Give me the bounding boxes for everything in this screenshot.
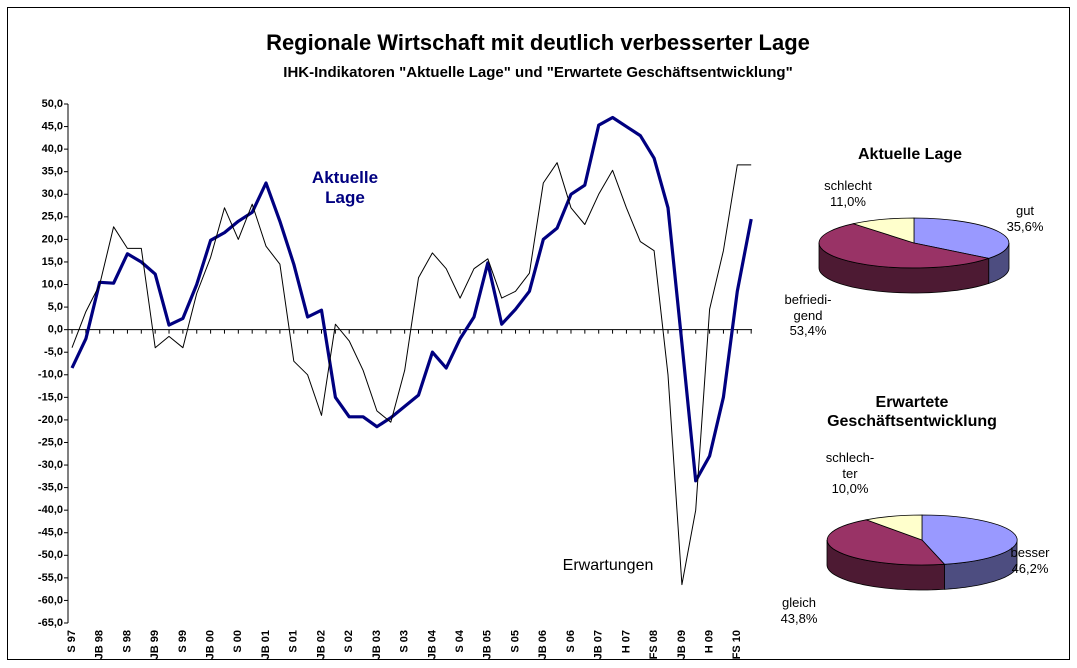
series-line bbox=[70, 115, 753, 483]
x-tick-label: S 99 bbox=[177, 630, 189, 653]
y-tick-label: -10,0 bbox=[38, 369, 63, 381]
y-tick-label: -50,0 bbox=[38, 549, 63, 561]
series-line bbox=[71, 162, 752, 586]
y-tick-label: 25,0 bbox=[42, 211, 63, 223]
x-tick-label: JB 98 bbox=[94, 630, 106, 659]
slice-label: gleich bbox=[782, 595, 816, 610]
slice-label: schlecht bbox=[824, 178, 872, 193]
pie-slice bbox=[913, 217, 1010, 259]
y-tick-label: 10,0 bbox=[42, 278, 63, 290]
y-tick-label: -65,0 bbox=[38, 617, 63, 629]
x-tick-label: JB 06 bbox=[537, 630, 549, 659]
y-tick-label: 50,0 bbox=[42, 98, 63, 110]
y-tick-label: 0,0 bbox=[48, 324, 63, 336]
chart-subtitle: IHK-Indikatoren "Aktuelle Lage" und "Erw… bbox=[283, 64, 792, 81]
x-tick-label: JB 02 bbox=[315, 630, 327, 659]
x-tick-label: S 98 bbox=[121, 630, 133, 653]
x-tick-label: FS 08 bbox=[648, 630, 660, 659]
slice-label: befriedi- gend bbox=[784, 292, 832, 323]
series-label: Aktuelle Lage bbox=[311, 168, 379, 208]
x-tick-label: JB 05 bbox=[482, 630, 494, 659]
y-tick-label: 40,0 bbox=[42, 143, 63, 155]
x-tick-label: JB 07 bbox=[593, 630, 605, 659]
pie-slice bbox=[851, 217, 915, 244]
y-tick-label: -30,0 bbox=[38, 459, 63, 471]
y-tick-label: 15,0 bbox=[42, 256, 63, 268]
slice-value-label: 46,2% bbox=[1011, 560, 1049, 576]
y-tick-label: 20,0 bbox=[42, 233, 63, 245]
pie-slice bbox=[921, 514, 1018, 565]
x-tick-label: JB 04 bbox=[426, 629, 438, 659]
y-tick-label: -35,0 bbox=[38, 482, 63, 494]
y-tick-label: -5,0 bbox=[44, 346, 63, 358]
slice-value-label: 10,0% bbox=[831, 481, 869, 497]
y-tick-label: -60,0 bbox=[38, 594, 63, 606]
x-tick-label: H 09 bbox=[703, 630, 715, 653]
pie-slice bbox=[818, 223, 991, 269]
y-tick-label: -55,0 bbox=[38, 572, 63, 584]
x-tick-label: JB 09 bbox=[676, 630, 688, 659]
pie-slice bbox=[864, 514, 923, 541]
x-tick-label: S 02 bbox=[343, 630, 355, 653]
x-tick-label: S 01 bbox=[288, 630, 300, 653]
slice-value-label: 53,4% bbox=[789, 323, 827, 339]
slice-label: schlech- ter bbox=[825, 450, 875, 481]
x-tick-label: S 03 bbox=[399, 630, 411, 653]
x-tick-label: S 04 bbox=[454, 629, 466, 653]
x-tick-label: S 97 bbox=[66, 630, 78, 653]
x-tick-label: JB 99 bbox=[149, 630, 161, 659]
y-tick-label: -20,0 bbox=[38, 414, 63, 426]
x-tick-label: S 05 bbox=[509, 630, 521, 653]
slice-value-label: 35,6% bbox=[1006, 218, 1044, 234]
y-tick-label: 30,0 bbox=[42, 188, 63, 200]
x-tick-label: S 06 bbox=[565, 630, 577, 653]
y-tick-label: -45,0 bbox=[38, 527, 63, 539]
y-tick-label: -40,0 bbox=[38, 504, 63, 516]
y-tick-label: -15,0 bbox=[38, 391, 63, 403]
x-tick-label: H 07 bbox=[620, 630, 632, 653]
chart-title: Regionale Wirtschaft mit deutlich verbes… bbox=[266, 30, 810, 55]
series-label: Erwartungen bbox=[562, 557, 654, 574]
pie-title: Erwartete Geschäftsentwicklung bbox=[827, 394, 997, 431]
x-tick-label: JB 00 bbox=[205, 630, 217, 659]
x-tick-label: S 00 bbox=[232, 630, 244, 653]
slice-value-label: 11,0% bbox=[830, 193, 866, 209]
y-tick-label: 45,0 bbox=[42, 120, 63, 132]
x-tick-label: JB 03 bbox=[371, 630, 383, 659]
y-tick-label: -25,0 bbox=[38, 436, 63, 448]
pie-title: Aktuelle Lage bbox=[857, 146, 963, 163]
y-tick-label: 5,0 bbox=[48, 301, 63, 313]
y-tick-label: 35,0 bbox=[42, 166, 63, 178]
slice-value-label: 43,8% bbox=[780, 610, 818, 626]
pie-slice bbox=[826, 519, 946, 566]
slice-label: gut bbox=[1015, 203, 1035, 218]
x-tick-label: FS 10 bbox=[731, 630, 743, 659]
x-tick-label: JB 01 bbox=[260, 630, 272, 659]
slice-label: besser bbox=[1010, 545, 1050, 560]
